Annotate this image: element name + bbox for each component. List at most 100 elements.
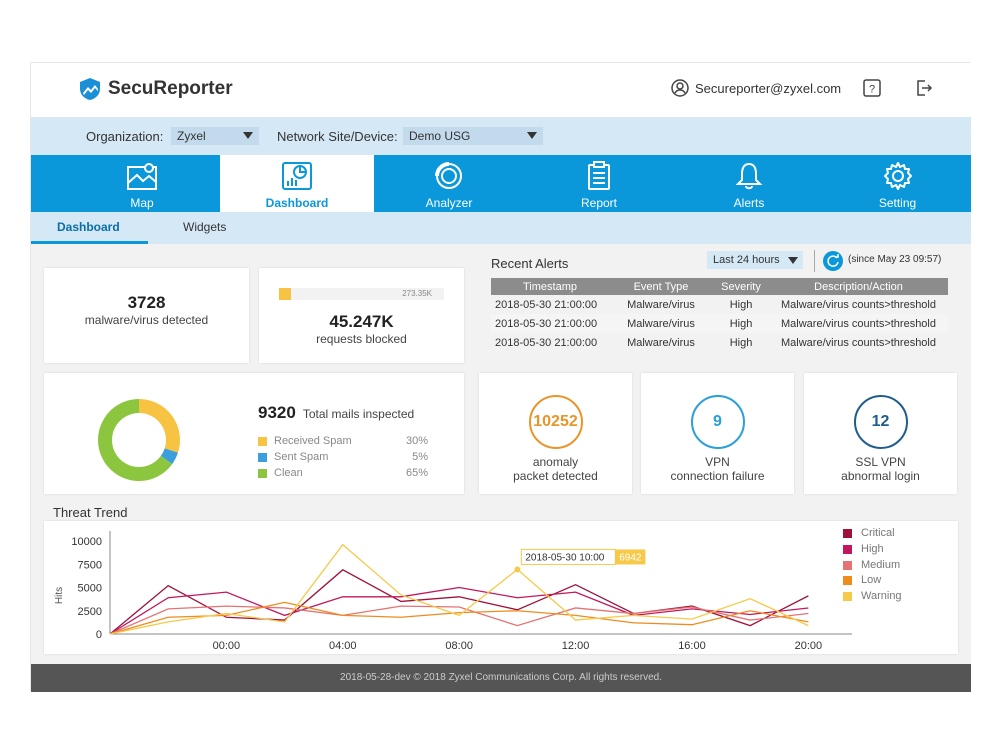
footer: 2018-05-28-dev © 2018 Zyxel Communicatio… bbox=[31, 664, 971, 692]
time-range-select[interactable]: Last 24 hours bbox=[707, 251, 803, 269]
donut-slice-sent-spam[interactable] bbox=[160, 448, 178, 465]
series-line-high[interactable] bbox=[109, 586, 809, 635]
user-account[interactable]: Secureporter@zyxel.com bbox=[671, 79, 841, 97]
cell-severity: High bbox=[729, 336, 753, 349]
subtab-widgets[interactable]: Widgets bbox=[183, 220, 227, 234]
tooltip-value-bg bbox=[615, 549, 646, 565]
anomaly-label-line1: anomaly bbox=[532, 455, 579, 469]
organization-value: Zyxel bbox=[177, 129, 206, 143]
chevron-down-icon bbox=[788, 257, 798, 264]
requests-bar-fill bbox=[279, 288, 291, 300]
legend-label: Low bbox=[861, 574, 882, 586]
legend-high[interactable]: High bbox=[843, 543, 884, 555]
legend-pct: 65% bbox=[405, 467, 428, 479]
vpn-card[interactable]: 9 VPN connection failure bbox=[641, 373, 794, 494]
subtab-dashboard[interactable]: Dashboard bbox=[57, 220, 120, 234]
series-line-low[interactable] bbox=[109, 601, 809, 635]
series-line-medium[interactable] bbox=[109, 605, 809, 635]
app-title: SecuReporter bbox=[108, 78, 233, 99]
series-line-critical[interactable] bbox=[109, 569, 809, 635]
help-icon[interactable]: ? bbox=[863, 79, 881, 97]
ssl-vpn-card[interactable]: 12 SSL VPN abnormal login bbox=[804, 373, 957, 494]
requests-bar-max: 273.35K bbox=[402, 289, 432, 298]
legend-critical[interactable]: Critical bbox=[843, 527, 895, 539]
series-line-warning[interactable] bbox=[109, 543, 809, 635]
divider bbox=[814, 250, 815, 272]
alerts-header-row: Timestamp Event Type Severity Descriptio… bbox=[491, 278, 948, 295]
user-icon bbox=[671, 79, 689, 97]
site-select[interactable]: Demo USG bbox=[403, 127, 543, 145]
nav-dashboard-label: Dashboard bbox=[265, 196, 329, 210]
tooltip-point[interactable] bbox=[514, 566, 521, 573]
legend-label: Sent Spam bbox=[274, 451, 329, 463]
tooltip-x-label: 2018-05-30 10:00 bbox=[525, 552, 604, 563]
table-row[interactable]: 2018-05-30 21:00:00 Malware/virus High M… bbox=[491, 314, 948, 333]
cell-event-type: Malware/virus bbox=[609, 314, 713, 333]
bell-icon bbox=[735, 162, 763, 190]
donut-slice-received-spam[interactable] bbox=[138, 399, 180, 453]
nav-analyzer[interactable]: Analyzer bbox=[374, 155, 524, 212]
svg-text:?: ? bbox=[869, 84, 875, 96]
legend-label: Received Spam bbox=[274, 435, 352, 447]
refresh-icon[interactable] bbox=[823, 251, 843, 271]
app-window: SecuReporter Secureporter@zyxel.com ? Or… bbox=[30, 62, 971, 692]
legend-swatch bbox=[258, 452, 267, 462]
recent-alerts-title: Recent Alerts bbox=[491, 256, 569, 271]
legend-warning[interactable]: Warning bbox=[843, 590, 902, 602]
table-row[interactable]: 2018-05-30 21:00:00 Malware/virus High M… bbox=[491, 333, 948, 352]
legend-label: Warning bbox=[861, 590, 902, 602]
x-tick-label: 16:00 bbox=[678, 640, 706, 652]
nav-analyzer-label: Analyzer bbox=[425, 196, 473, 210]
cell-timestamp: 2018-05-30 21:00:00 bbox=[495, 298, 598, 311]
col-event-type: Event Type bbox=[609, 278, 713, 295]
nav-dashboard[interactable]: Dashboard bbox=[220, 155, 374, 212]
cell-description: Malware/virus counts>threshold bbox=[769, 314, 948, 333]
col-timestamp: Timestamp bbox=[491, 278, 609, 295]
cell-event-type: Malware/virus bbox=[627, 336, 695, 349]
nav-setting-label: Setting bbox=[878, 196, 917, 210]
cell-description: Malware/virus counts>threshold bbox=[781, 298, 936, 311]
mails-card[interactable]: 9320 Total mails inspected Received Spam… bbox=[44, 373, 464, 494]
organization-label: Organization: bbox=[86, 129, 164, 144]
nav-report-label: Report bbox=[580, 196, 618, 210]
threat-trend-chart: 10000 7500 5000 2500 0 00:00 04:00 08:00 12:00 16… bbox=[54, 531, 852, 652]
y-tick-label: 5000 bbox=[78, 583, 102, 595]
tooltip-value-label: 6942 bbox=[619, 552, 642, 563]
legend-pct: 5% bbox=[412, 451, 428, 463]
donut-slice-clean[interactable] bbox=[98, 399, 173, 481]
nav-report[interactable]: Report bbox=[524, 155, 674, 212]
malware-card[interactable]: 3728 malware/virus detected bbox=[44, 268, 249, 363]
recent-alerts-panel: Recent Alerts Last 24 hours (since May 2… bbox=[479, 248, 958, 363]
legend-low[interactable]: Low bbox=[843, 574, 881, 586]
legend-swatch bbox=[843, 575, 852, 585]
nav-setting[interactable]: Setting bbox=[824, 155, 971, 212]
requests-card[interactable]: 273.35K 45.247K requests blocked bbox=[259, 268, 464, 363]
logout-icon[interactable] bbox=[915, 79, 933, 97]
vpn-label-line2: connection failure bbox=[670, 469, 765, 483]
threat-trend-card: 10000 7500 5000 2500 0 00:00 04:00 08:00 12:00 16… bbox=[44, 521, 958, 654]
legend-swatch bbox=[843, 544, 852, 554]
y-tick-label: 10000 bbox=[71, 536, 102, 548]
anomaly-card[interactable]: 10252 anomaly packet detected bbox=[479, 373, 632, 494]
shield-logo-icon bbox=[80, 78, 100, 100]
legend-swatch bbox=[843, 560, 852, 570]
cell-timestamp: 2018-05-30 21:00:00 bbox=[491, 314, 609, 333]
ssl-vpn-label-line2: abnormal login bbox=[841, 469, 920, 483]
nav-alerts[interactable]: Alerts bbox=[674, 155, 824, 212]
legend-label: Medium bbox=[861, 559, 901, 571]
cell-timestamp: 2018-05-30 21:00:00 bbox=[495, 336, 598, 349]
user-email: Secureporter@zyxel.com bbox=[695, 80, 842, 96]
x-tick-label: 08:00 bbox=[445, 640, 473, 652]
nav-alerts-label: Alerts bbox=[733, 196, 765, 210]
nav-map[interactable]: Map bbox=[67, 155, 217, 212]
malware-count: 3728 bbox=[127, 293, 166, 312]
nav-map-label: Map bbox=[130, 196, 154, 210]
legend-received-spam: Received Spam 30% bbox=[258, 435, 428, 447]
table-row[interactable]: 2018-05-30 21:00:00 Malware/virus High M… bbox=[491, 295, 948, 314]
brand[interactable]: SecuReporter bbox=[79, 77, 233, 101]
legend-label: High bbox=[861, 543, 884, 555]
organization-select[interactable]: Zyxel bbox=[171, 127, 259, 145]
anomaly-label-line2: packet detected bbox=[513, 469, 598, 483]
vpn-value: 9 bbox=[690, 395, 745, 449]
legend-medium[interactable]: Medium bbox=[843, 559, 900, 571]
